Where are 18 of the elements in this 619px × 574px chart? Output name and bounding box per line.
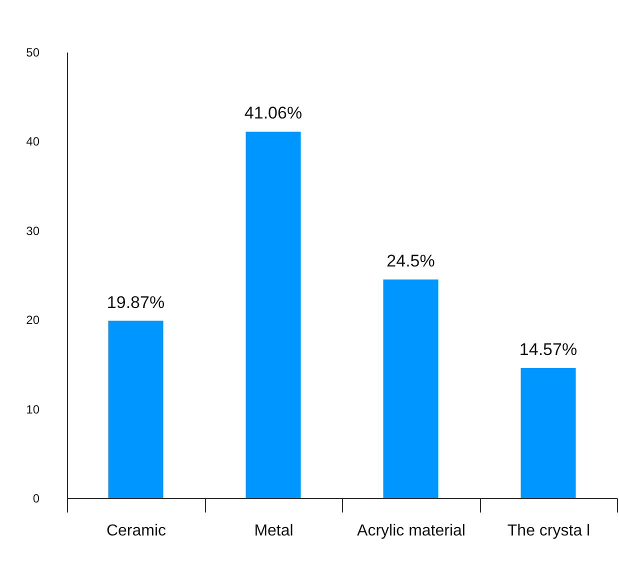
data-label: 41.06%: [244, 104, 302, 123]
y-tick-label: 30: [26, 224, 40, 238]
bar: [108, 320, 164, 498]
data-label: 19.87%: [106, 292, 165, 312]
x-tick-label: Metal: [254, 522, 294, 540]
data-label: 24.5%: [386, 251, 435, 270]
x-tick-label: Ceramic: [106, 522, 166, 540]
x-tick-label: Acrylic material: [357, 522, 466, 540]
y-tick-label: 50: [26, 46, 40, 60]
x-tick-label: The crysta l: [507, 522, 590, 540]
y-tick-label: 0: [32, 492, 40, 506]
bar: [383, 279, 438, 498]
y-tick-label: 40: [26, 134, 40, 149]
y-tick-label: 20: [26, 313, 40, 328]
y-tick-label: 10: [26, 402, 40, 416]
bar: [246, 132, 301, 498]
data-label: 14.57%: [519, 340, 578, 360]
bar: [520, 368, 576, 498]
